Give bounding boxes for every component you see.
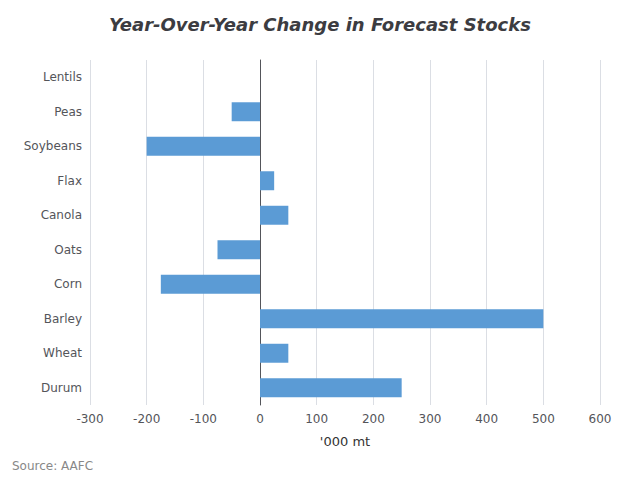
svg-text:Year-Over-Year Change in Forec: Year-Over-Year Change in Forecast Stocks (109, 14, 531, 35)
svg-text:0: 0 (256, 412, 264, 426)
svg-text:300: 300 (419, 412, 442, 426)
svg-text:Wheat: Wheat (43, 346, 82, 360)
svg-text:Soybeans: Soybeans (24, 139, 82, 153)
svg-text:-300: -300 (76, 412, 103, 426)
svg-text:500: 500 (532, 412, 555, 426)
svg-text:Lentils: Lentils (43, 70, 82, 84)
svg-text:-100: -100 (190, 412, 217, 426)
svg-text:200: 200 (362, 412, 385, 426)
svg-text:Oats: Oats (54, 243, 82, 257)
svg-text:Canola: Canola (41, 208, 82, 222)
svg-text:Barley: Barley (44, 312, 82, 326)
svg-text:Corn: Corn (54, 277, 82, 291)
svg-text:Peas: Peas (54, 105, 82, 119)
svg-text:-200: -200 (133, 412, 160, 426)
svg-text:600: 600 (589, 412, 612, 426)
svg-text:Flax: Flax (57, 174, 82, 188)
svg-text:100: 100 (305, 412, 328, 426)
svg-text:400: 400 (475, 412, 498, 426)
svg-text:'000 mt: '000 mt (320, 434, 370, 449)
svg-text:Source: AAFC: Source: AAFC (12, 459, 93, 473)
svg-text:Durum: Durum (41, 381, 82, 395)
